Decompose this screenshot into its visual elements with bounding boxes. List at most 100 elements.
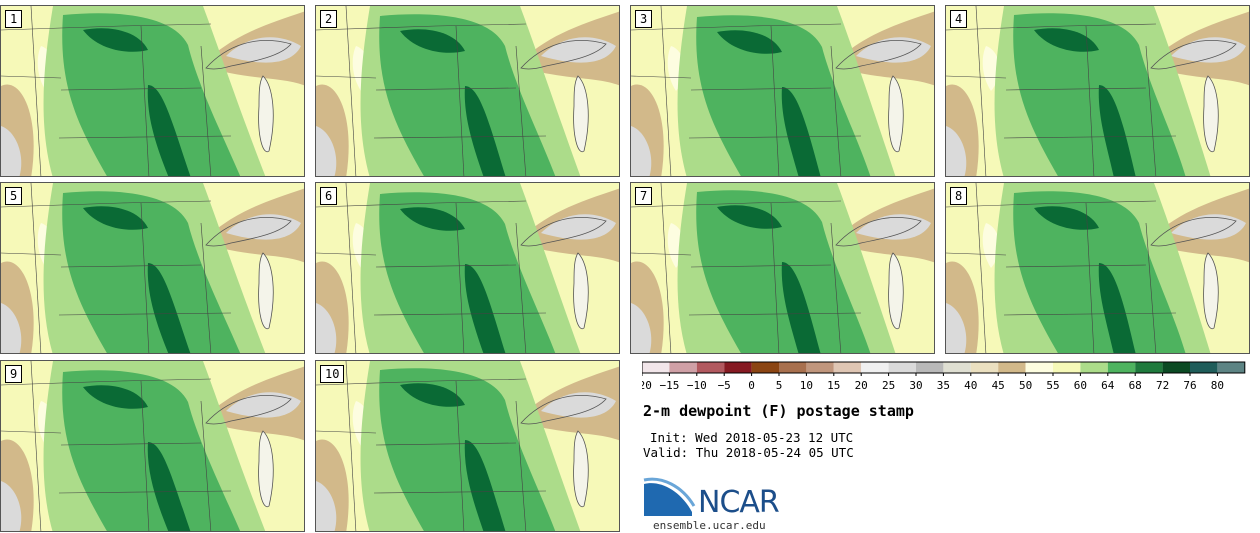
colorbar-swatch <box>669 362 697 373</box>
page-title: 2-m dewpoint (F) postage stamp <box>643 402 914 420</box>
state-boundary <box>1145 222 1157 353</box>
state-boundary <box>515 400 527 531</box>
colorbar-tick-label: 55 <box>1046 379 1059 392</box>
member-number-label: 9 <box>5 365 23 383</box>
state-boundary <box>140 380 150 531</box>
lake-michigan <box>258 252 274 330</box>
colorbar-tick-label: 0 <box>748 379 755 392</box>
state-boundary <box>140 202 150 353</box>
dark-green-patch-north <box>717 30 782 54</box>
colorbar-swatch <box>861 362 889 373</box>
state-boundary <box>690 87 832 91</box>
state-boundary <box>1085 202 1095 353</box>
state-boundary <box>660 183 672 353</box>
dark-green-band <box>147 263 191 353</box>
member-number-label: 5 <box>5 187 23 205</box>
lake-michigan <box>258 75 274 153</box>
state-boundary <box>1003 135 1177 139</box>
map-panel-member-6[interactable]: 6 <box>315 182 620 354</box>
map-panel-member-10[interactable]: 10 <box>315 360 620 532</box>
state-boundary <box>200 400 212 531</box>
state-boundary <box>690 264 832 268</box>
state-boundary <box>770 202 780 353</box>
colorbar-tick-label: 68 <box>1129 379 1142 392</box>
gray-region-west <box>1 303 22 353</box>
lake-michigan <box>1203 252 1219 330</box>
map-panel-member-3[interactable]: 3 <box>630 5 935 177</box>
state-boundary <box>946 23 1157 31</box>
colorbar-tick-label: 25 <box>882 379 895 392</box>
dark-green-band <box>1098 263 1136 353</box>
state-boundary <box>345 183 357 353</box>
dark-green-patch-north <box>400 383 465 407</box>
cream-region <box>982 223 1000 268</box>
valid-label: Valid: <box>643 445 689 460</box>
colorbar-swatch <box>1053 362 1081 373</box>
state-boundary <box>200 45 212 176</box>
map-panel-member-9[interactable]: 9 <box>0 360 305 532</box>
ncar-wordmark: NCAR <box>698 485 780 520</box>
state-boundary <box>631 75 692 79</box>
ncar-logo[interactable]: NCAR ensemble.ucar.edu <box>642 476 802 532</box>
colorbar-swatch <box>1107 362 1136 373</box>
colorbar-swatch <box>751 362 779 373</box>
map-panel-member-7[interactable]: 7 <box>630 182 935 354</box>
dewpoint-colorbar: −20 −15 −10 −5 0 5 10 15 20 25 30 35 40 45 50 55 60 64 68 7… <box>642 361 1246 392</box>
valid-value: Thu 2018-05-24 05 UTC <box>695 445 854 460</box>
dewpoint-map <box>316 183 619 353</box>
state-boundary <box>316 200 527 208</box>
gray-region-west <box>631 126 652 176</box>
state-boundary <box>455 380 465 531</box>
state-boundary <box>1 75 62 79</box>
state-boundary <box>60 264 202 268</box>
state-boundary <box>770 25 780 176</box>
lake-superior <box>520 395 607 425</box>
state-boundary <box>375 442 517 446</box>
gray-region-west <box>946 303 967 353</box>
init-time: Init: Wed 2018-05-23 12 UTC <box>650 430 853 445</box>
map-panel-member-1[interactable]: 1 <box>0 5 305 177</box>
state-boundary <box>830 222 842 353</box>
colorbar-swatch <box>806 362 834 373</box>
colorbar-tick-label: 60 <box>1074 379 1087 392</box>
dark-green-band <box>147 85 191 176</box>
colorbar-tick-label: 40 <box>964 379 977 392</box>
state-boundary <box>200 222 212 353</box>
lake-superior <box>520 217 607 247</box>
state-boundary <box>1 23 212 31</box>
gray-region-west <box>631 303 652 353</box>
colorbar-tick-label: 10 <box>800 379 813 392</box>
colorbar-swatch <box>943 362 971 373</box>
gray-region-west <box>946 126 967 176</box>
colorbar-swatch <box>833 362 862 373</box>
lake-superior <box>205 40 292 70</box>
map-panel-member-8[interactable]: 8 <box>945 182 1250 354</box>
state-boundary <box>373 135 547 139</box>
colorbar-swatch <box>642 362 670 373</box>
colorbar-swatch <box>1080 362 1108 373</box>
state-boundary <box>515 45 527 176</box>
dewpoint-map <box>1 183 304 353</box>
state-boundary <box>345 361 357 531</box>
dark-green-patch-north <box>717 205 782 229</box>
dark-green-patch-north <box>1034 28 1099 52</box>
gray-region-west <box>316 303 337 353</box>
ensemble-url[interactable]: ensemble.ucar.edu <box>653 519 766 532</box>
map-panel-member-4[interactable]: 4 <box>945 5 1250 177</box>
dark-green-band <box>464 86 506 176</box>
state-boundary <box>975 6 987 176</box>
map-panel-member-5[interactable]: 5 <box>0 182 305 354</box>
state-boundary <box>515 222 527 353</box>
dark-green-patch-north <box>83 28 148 52</box>
colorbar-tick-label: 45 <box>992 379 1005 392</box>
state-boundary <box>373 312 547 316</box>
colorbar-tick-label: 15 <box>827 379 840 392</box>
colorbar-swatch <box>1025 362 1053 373</box>
state-boundary <box>316 378 527 386</box>
map-panel-member-2[interactable]: 2 <box>315 5 620 177</box>
dewpoint-map <box>946 6 1249 176</box>
colorbar-swatch <box>888 362 916 373</box>
state-boundary <box>631 23 842 31</box>
colorbar-swatch <box>1217 362 1245 373</box>
state-boundary <box>631 252 692 256</box>
